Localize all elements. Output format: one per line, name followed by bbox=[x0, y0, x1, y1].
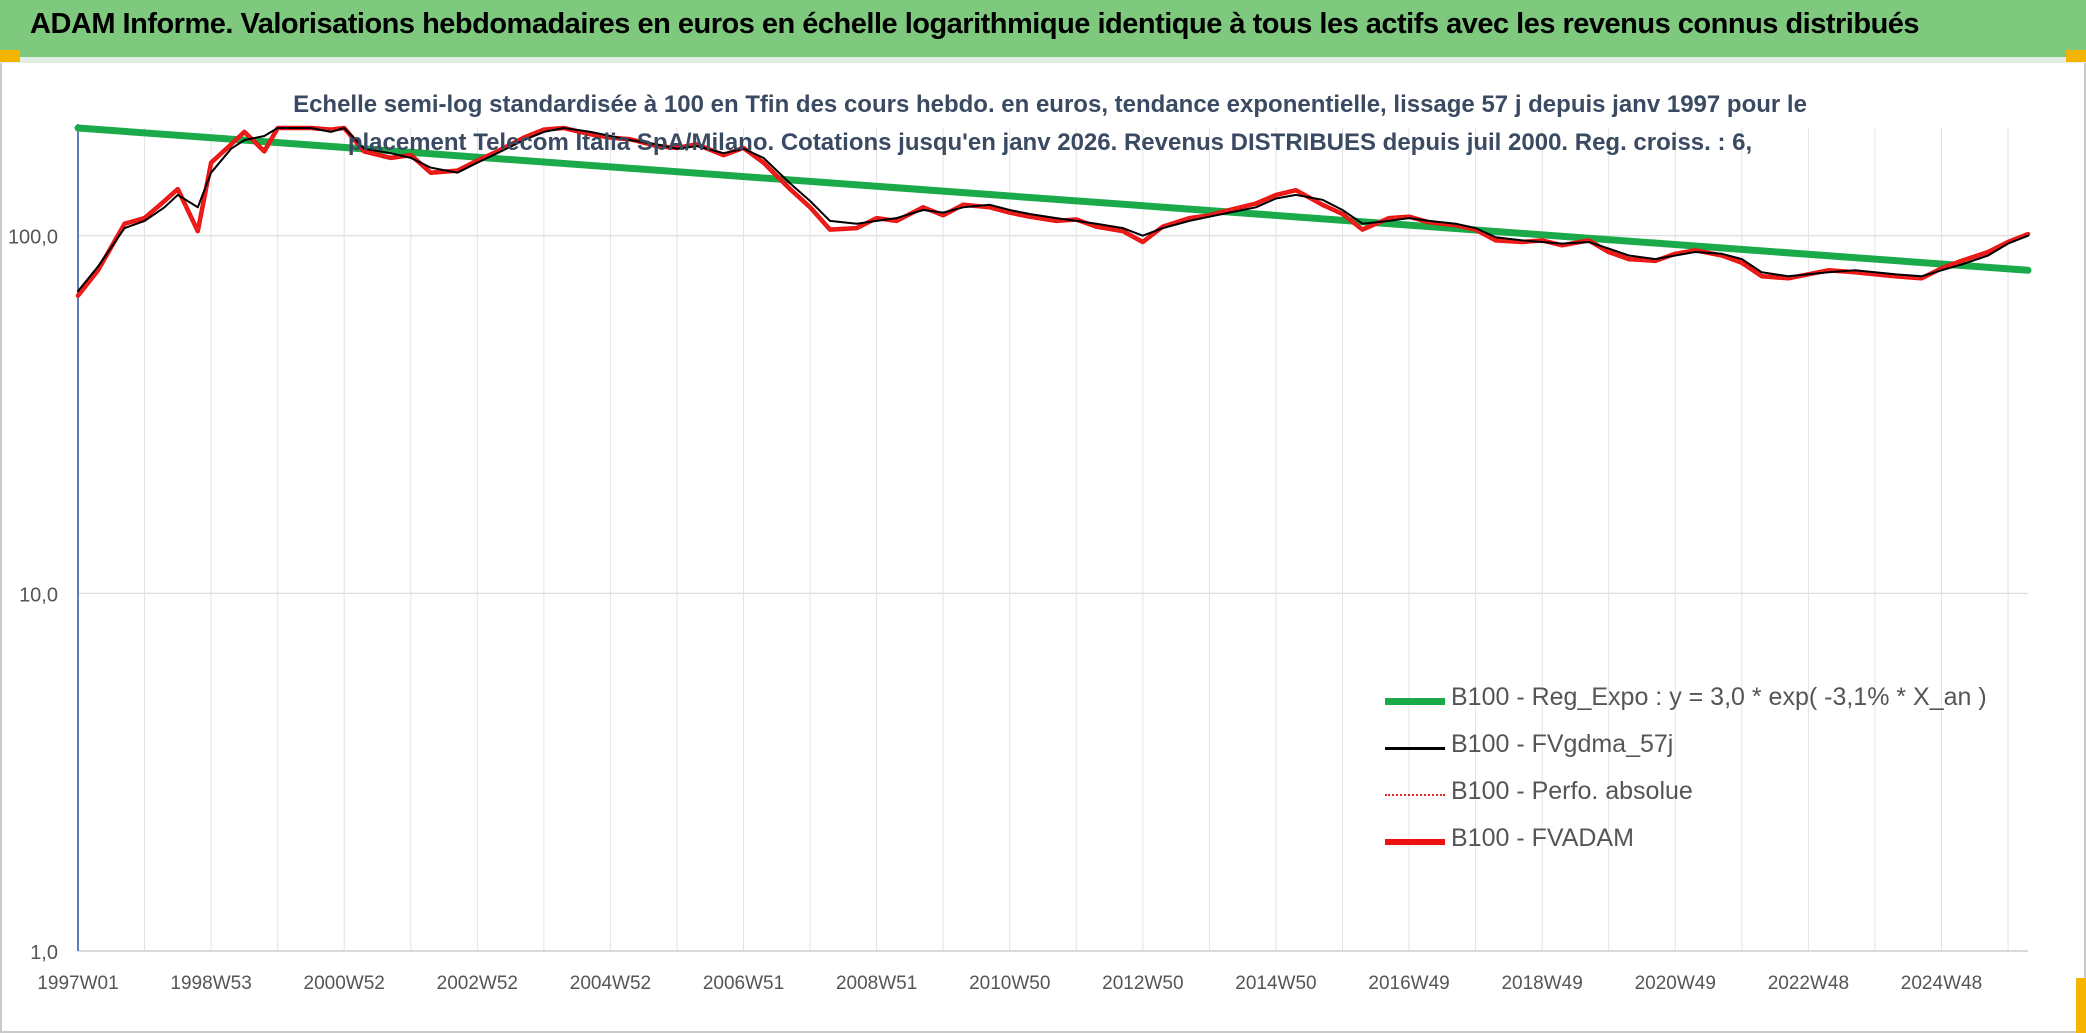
legend-swatch-fvadam bbox=[1385, 839, 1445, 845]
legend-label-perf-absolue: B100 - Perfo. absolue bbox=[1451, 777, 1693, 805]
corner-accent-bottom bbox=[2076, 978, 2086, 1033]
legend-swatch-perf-absolue bbox=[1385, 794, 1445, 796]
x-tick-label: 2024W48 bbox=[1901, 973, 1982, 994]
legend-swatch-fvgdma bbox=[1385, 747, 1445, 750]
legend-label-fvgdma: B100 - FVgdma_57j bbox=[1451, 730, 1674, 758]
x-tick-label: 2022W48 bbox=[1768, 973, 1849, 994]
axis-tick-labels: 1,0 10,0 100,0 1997W01 1998W53 2000W52 2002W52… bbox=[8, 227, 1982, 994]
y-tick-label: 100,0 bbox=[8, 227, 58, 249]
x-tick-label: 2004W52 bbox=[570, 973, 651, 994]
corner-accent-left bbox=[0, 50, 20, 62]
legend-label-fvadam: B100 - FVADAM bbox=[1451, 824, 1634, 852]
x-tick-label: 2020W49 bbox=[1635, 973, 1716, 994]
x-tick-label: 2018W49 bbox=[1501, 973, 1582, 994]
x-tick-label: 1998W53 bbox=[170, 973, 251, 994]
chart-title-line-2: placement Telecom Italia SpA/Milano. Cot… bbox=[347, 129, 1753, 156]
legend-swatch-reg-expo bbox=[1385, 698, 1445, 705]
report-title: ADAM Informe. Valorisations hebdomadaire… bbox=[30, 8, 1920, 40]
legend-label-reg-expo: B100 - Reg_Expo : y = 3,0 * exp( -3,1% *… bbox=[1451, 683, 1987, 711]
series-lines bbox=[74, 124, 2032, 298]
x-tick-label: 2002W52 bbox=[437, 973, 518, 994]
chart-title: Echelle semi-log standardisée à 100 en T… bbox=[180, 86, 1920, 162]
series-line-fvgdma bbox=[77, 127, 2029, 293]
chart-title-line-1: Echelle semi-log standardisée à 100 en T… bbox=[293, 91, 1807, 118]
report-header: ADAM Informe. Valorisations hebdomadaire… bbox=[0, 0, 2086, 63]
x-tick-label: 2000W52 bbox=[304, 973, 385, 994]
series-line-reg bbox=[74, 124, 2032, 274]
x-tick-label: 2010W50 bbox=[969, 973, 1050, 994]
x-tick-label: 1997W01 bbox=[37, 973, 118, 994]
x-tick-label: 2016W49 bbox=[1368, 973, 1449, 994]
x-tick-label: 2014W50 bbox=[1235, 973, 1316, 994]
corner-accent-right bbox=[2066, 50, 2086, 62]
x-tick-label: 2012W50 bbox=[1102, 973, 1183, 994]
x-tick-label: 2008W51 bbox=[836, 973, 917, 994]
x-tick-label: 2006W51 bbox=[703, 973, 784, 994]
y-tick-label: 1,0 bbox=[30, 942, 58, 964]
y-tick-label: 10,0 bbox=[19, 584, 58, 606]
